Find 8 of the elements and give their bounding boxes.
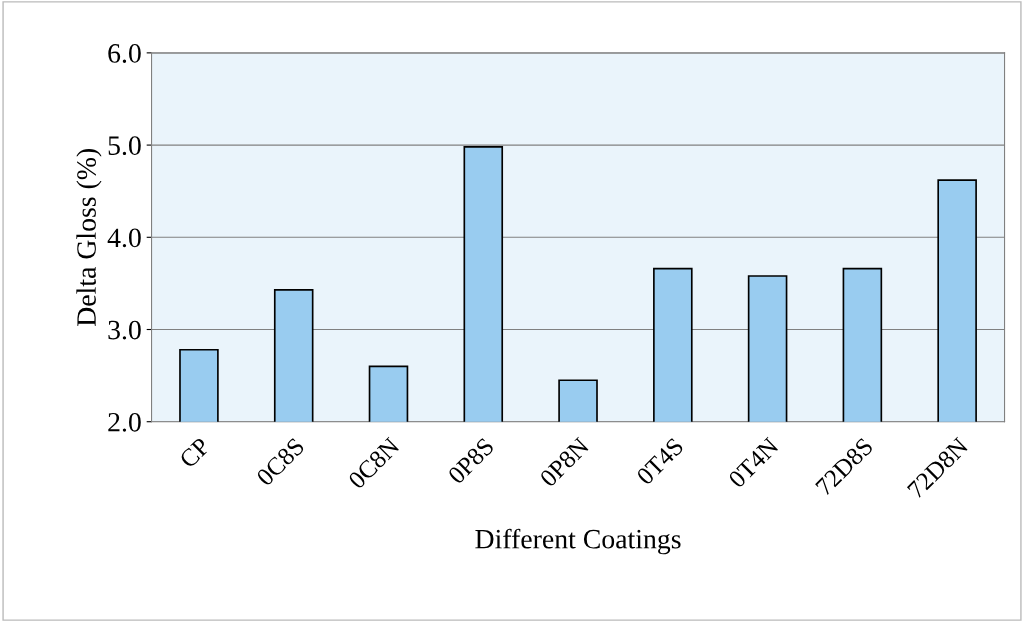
y-tick-label: 4.0 bbox=[107, 228, 141, 248]
y-tick-label: 6.0 bbox=[108, 44, 141, 63]
y-tick-label: 3.0 bbox=[108, 320, 141, 340]
x-tick-label: CP bbox=[178, 436, 211, 469]
y-tick-label: 5.0 bbox=[108, 136, 141, 156]
y-axis-title: Delta Gloss (%) bbox=[76, 149, 102, 326]
x-axis-title: Different Coatings bbox=[475, 528, 681, 555]
y-tick-label: 2.0 bbox=[108, 412, 141, 432]
